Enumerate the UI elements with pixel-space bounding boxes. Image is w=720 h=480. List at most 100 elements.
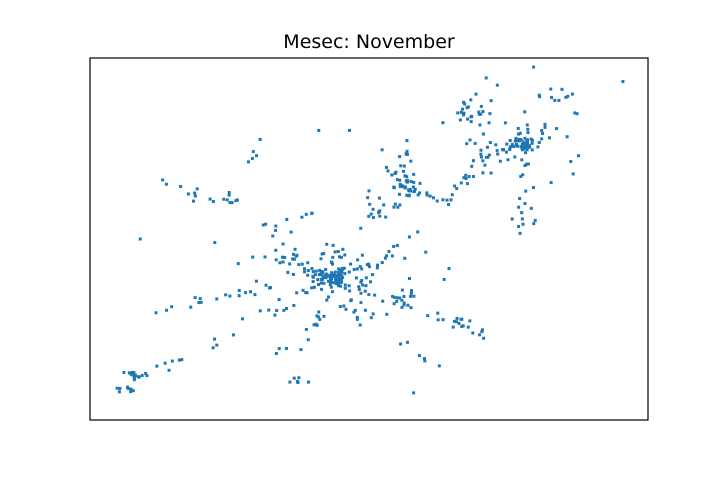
data-point xyxy=(526,127,530,131)
data-point xyxy=(335,274,339,278)
data-point xyxy=(407,235,411,239)
data-point xyxy=(312,323,316,327)
data-point xyxy=(442,277,446,281)
data-point xyxy=(343,253,347,257)
data-point xyxy=(320,287,324,291)
data-point xyxy=(517,132,521,136)
data-point xyxy=(300,215,304,219)
data-point xyxy=(575,112,579,116)
data-point xyxy=(330,290,334,294)
data-point xyxy=(347,270,351,274)
data-point xyxy=(281,242,285,246)
data-point xyxy=(451,325,455,329)
data-point xyxy=(310,267,314,271)
data-point xyxy=(333,250,337,254)
data-point xyxy=(525,123,529,127)
data-point xyxy=(144,371,148,375)
data-point xyxy=(508,139,512,143)
data-point xyxy=(367,262,371,266)
data-point xyxy=(508,148,512,152)
data-point xyxy=(317,128,321,132)
data-point xyxy=(118,386,122,390)
data-point xyxy=(392,245,396,249)
data-point xyxy=(336,284,340,288)
data-point xyxy=(275,309,279,313)
data-point xyxy=(513,139,517,143)
data-point xyxy=(514,136,518,140)
data-point xyxy=(518,197,522,201)
data-point xyxy=(360,267,364,271)
data-point xyxy=(380,148,384,152)
data-point xyxy=(192,199,196,203)
data-point xyxy=(360,253,364,257)
data-point xyxy=(400,184,404,188)
data-point xyxy=(384,215,388,219)
data-point xyxy=(570,92,574,96)
data-point xyxy=(437,364,441,368)
data-point xyxy=(518,131,522,135)
data-point xyxy=(295,291,299,295)
data-point xyxy=(130,373,134,377)
data-point xyxy=(338,305,342,309)
data-point xyxy=(385,312,389,316)
data-point xyxy=(519,175,523,179)
data-point xyxy=(397,192,401,196)
data-point xyxy=(331,262,335,266)
data-point xyxy=(462,100,466,104)
data-point xyxy=(447,267,451,271)
data-point xyxy=(398,178,402,182)
data-point xyxy=(230,201,234,205)
data-point xyxy=(341,275,345,279)
data-point xyxy=(343,272,347,276)
data-point xyxy=(441,198,445,202)
data-point xyxy=(532,222,536,226)
data-point xyxy=(126,387,130,390)
data-point xyxy=(170,305,174,309)
data-point xyxy=(359,301,363,305)
data-point xyxy=(237,289,241,293)
data-point xyxy=(339,279,343,283)
data-point xyxy=(571,172,575,176)
data-point xyxy=(456,111,460,115)
data-point xyxy=(328,276,332,280)
data-point xyxy=(525,144,529,148)
data-point xyxy=(479,148,483,152)
data-point xyxy=(215,297,219,301)
data-point xyxy=(292,376,296,380)
data-point xyxy=(328,274,332,278)
data-point xyxy=(117,390,121,394)
data-point xyxy=(477,110,481,114)
data-point xyxy=(343,286,347,290)
data-point xyxy=(246,160,250,164)
data-point xyxy=(295,379,299,383)
data-point xyxy=(474,92,478,96)
data-point xyxy=(409,294,413,298)
data-point xyxy=(211,346,215,350)
data-point xyxy=(400,298,404,302)
data-point xyxy=(523,136,527,140)
data-point xyxy=(195,187,199,191)
data-point xyxy=(336,281,340,285)
data-point xyxy=(342,304,346,308)
data-point xyxy=(278,261,282,265)
data-point xyxy=(264,222,268,226)
data-point xyxy=(310,286,314,290)
data-point xyxy=(510,217,514,221)
data-point xyxy=(469,98,473,102)
data-point xyxy=(521,222,525,226)
data-point xyxy=(367,214,371,218)
data-point xyxy=(380,261,384,265)
data-point xyxy=(621,80,625,84)
data-point xyxy=(402,301,406,305)
data-point xyxy=(376,263,380,267)
data-point xyxy=(550,95,554,99)
data-point xyxy=(524,151,528,155)
data-point xyxy=(520,158,524,162)
data-point xyxy=(261,223,265,227)
data-point xyxy=(522,147,526,151)
data-point xyxy=(522,143,526,147)
data-point xyxy=(161,178,165,182)
data-point xyxy=(441,121,445,125)
data-point xyxy=(264,283,268,287)
data-point xyxy=(405,180,409,184)
